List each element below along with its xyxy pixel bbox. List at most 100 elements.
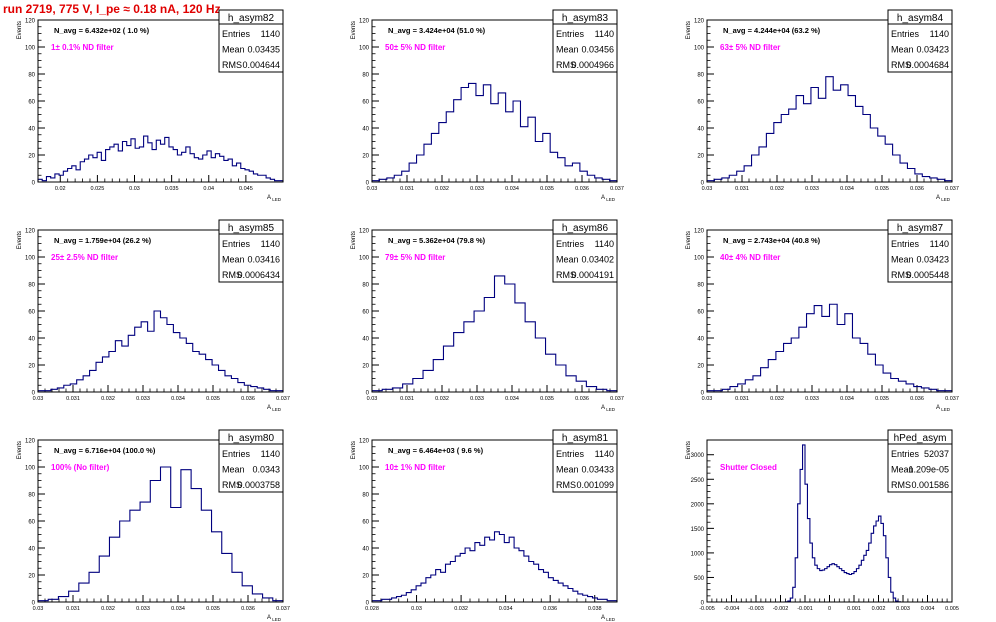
y-tick-label: 80 (28, 493, 35, 499)
y-tick-label: 100 (25, 466, 36, 472)
n-avg-label: N_avg = 4.244e+04 (63.2 %) (723, 26, 821, 35)
stat-label-mean: Mean (891, 465, 914, 475)
stat-value-mean: 0.03435 (247, 45, 280, 55)
y-tick-label: 80 (697, 283, 704, 289)
x-tick-label: 0.035 (206, 606, 220, 612)
x-tick-label: 0.035 (540, 396, 554, 402)
x-tick-label: 0.034 (171, 396, 185, 402)
stat-value-rms: 0.004644 (242, 60, 280, 70)
x-tick-label: 0.037 (610, 186, 624, 192)
stat-label-entries: Entries (556, 29, 585, 39)
stat-label-mean: Mean (891, 255, 914, 265)
plot-frame-border (371, 439, 618, 603)
histogram-panel-h_asym84: 0 20 40 60 80 100 120 0.03 0.031 0.032 0.033 0.034 0… (686, 9, 959, 202)
plot-frame-border (37, 439, 284, 603)
y-tick-label: 2000 (691, 502, 705, 508)
stat-value-rms: 0.001586 (911, 480, 949, 490)
plot-frame-border (706, 229, 953, 393)
x-tick-label: 0.025 (91, 186, 105, 192)
x-tick-label: 0.037 (610, 396, 624, 402)
y-tick-label: 500 (694, 576, 705, 582)
n-avg-label: N_avg = 6.432e+02 ( 1.0 %) (54, 26, 150, 35)
x-tick-label: 0.034 (505, 186, 519, 192)
x-tick-label: 0.003 (896, 606, 910, 612)
x-tick-label: 0.032 (770, 186, 784, 192)
x-tick-label: 0.031 (400, 186, 414, 192)
n-avg-label: N_avg = 6.464e+03 ( 9.6 %) (388, 446, 484, 455)
histogram-line (371, 82, 618, 182)
y-tick-label: 60 (362, 100, 369, 106)
histogram-name: h_asym87 (897, 223, 944, 234)
stat-label-mean: Mean (556, 45, 579, 55)
stat-label-rms: RMS (891, 270, 911, 280)
stat-value-mean: 0.03423 (916, 45, 949, 55)
stat-label-rms: RMS (222, 480, 242, 490)
x-tick-label: 0.03 (367, 186, 378, 192)
x-tick-label: 0.037 (276, 606, 290, 612)
histogram-name: h_asym83 (562, 13, 609, 24)
x-tick-label: 0.033 (470, 186, 484, 192)
x-tick-label: 0.033 (470, 396, 484, 402)
x-axis-label: A LED (267, 405, 282, 412)
stat-label-mean: Mean (222, 45, 245, 55)
stat-label-mean: Mean (891, 45, 914, 55)
x-tick-label: 0.03 (702, 396, 713, 402)
y-axis-label: Events (351, 231, 357, 249)
x-axis-label: A LED (601, 195, 616, 202)
x-tick-label: 0.032 (101, 396, 115, 402)
stats-box: h_asym80 Entries 1140 Mean 0.0343 RMS0.000375… (218, 429, 284, 493)
plot-frame-border (37, 19, 284, 183)
histogram-panel-h_asym85: 0 20 40 60 80 100 120 0.03 0.031 0.032 0.033 0.034 0… (17, 219, 290, 412)
histogram-name: h_asym85 (228, 223, 275, 234)
y-tick-label: 80 (28, 73, 35, 79)
plot-frame-border (371, 19, 618, 183)
x-tick-label: 0.032 (454, 606, 468, 612)
stat-value-entries: 1140 (595, 29, 614, 39)
histogram-panel-h_asym87: 0 20 40 60 80 100 120 0.03 0.031 0.032 0.033 0.034 0… (686, 219, 959, 412)
stat-label-entries: Entries (222, 449, 251, 459)
x-tick-label: -0.002 (773, 606, 789, 612)
y-tick-label: 0 (366, 181, 370, 187)
x-axis-label: A LED (936, 195, 951, 202)
x-tick-label: 0.034 (171, 606, 185, 612)
histogram-name: h_asym80 (228, 433, 275, 444)
stat-value-mean: -1.209e-05 (905, 465, 949, 475)
x-tick-label: 0.035 (540, 186, 554, 192)
x-tick-label: 0.034 (505, 396, 519, 402)
x-axis-label: A LED (601, 405, 616, 412)
filter-note: Shutter Closed (720, 463, 777, 472)
filter-note: 79± 5% ND filter (385, 253, 445, 262)
x-axis-label: A LED (267, 615, 282, 622)
histogram-panel-h_asym81: 0 20 40 60 80 100 120 0.028 0.03 0.032 0.034 0.036 0… (351, 429, 618, 622)
x-tick-label: 0.03 (33, 606, 44, 612)
y-tick-label: 100 (359, 466, 370, 472)
stats-box: hPed_asym Entries 52037 Mean-1.209e-05 RMS 0.… (887, 429, 953, 493)
plot-frame-border (706, 439, 953, 603)
y-tick-label: 60 (28, 100, 35, 106)
filter-note: 40± 4% ND filter (720, 253, 780, 262)
histogram-line (37, 310, 284, 392)
x-tick-label: 0.033 (136, 606, 150, 612)
x-tick-label: -0.004 (724, 606, 740, 612)
y-tick-label: 0 (701, 391, 705, 397)
y-tick-label: 40 (28, 547, 35, 553)
histogram-name: h_asym86 (562, 223, 609, 234)
histogram-name: hPed_asym (894, 433, 947, 444)
x-tick-label: 0.036 (910, 186, 924, 192)
n-avg-label: N_avg = 6.716e+04 (100.0 %) (54, 446, 156, 455)
stats-body-box (552, 233, 618, 283)
y-tick-label: 100 (359, 46, 370, 52)
y-tick-label: 1500 (691, 527, 705, 533)
stat-label-rms: RMS (222, 270, 242, 280)
x-tick-label: 0.036 (575, 396, 589, 402)
x-tick-label: 0.02 (55, 186, 66, 192)
y-tick-label: 60 (362, 310, 369, 316)
stats-body-box (887, 443, 953, 493)
histogram-line (37, 466, 284, 602)
y-axis-label: Events (686, 21, 692, 39)
stats-body-box (887, 233, 953, 283)
stat-value-entries: 1140 (261, 239, 280, 249)
y-tick-label: 120 (25, 229, 36, 235)
stats-box: h_asym83 Entries 1140 Mean 0.03456 RMS0.00049… (552, 9, 618, 73)
stat-value-entries: 1140 (595, 239, 614, 249)
